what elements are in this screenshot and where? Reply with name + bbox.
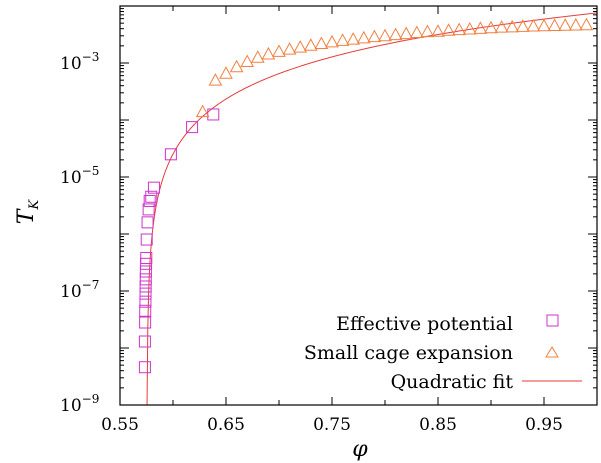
- small-cage-expansion-point: [314, 36, 329, 49]
- x-tick-label: 0.85: [419, 415, 457, 435]
- y-tick-label: 10−5: [60, 164, 99, 188]
- effective-potential-point: [186, 121, 199, 134]
- small-cage-expansion-point: [346, 32, 361, 45]
- small-cage-expansion-point: [388, 27, 403, 41]
- y-axis-label-main: T: [14, 207, 39, 224]
- small-cage-expansion-point: [399, 26, 414, 40]
- effective-potential-point: [145, 190, 158, 203]
- small-cage-expansion-point: [335, 33, 350, 46]
- small-cage-expansion-point: [219, 66, 233, 79]
- effective-potential-point: [140, 233, 153, 246]
- x-tick-label: 0.55: [101, 415, 139, 435]
- effective-potential-point: [140, 251, 153, 264]
- small-cage-expansion-point: [420, 24, 435, 38]
- effective-potential-point: [139, 280, 152, 293]
- y-tick-label: 10−3: [60, 50, 99, 74]
- points-layer: [138, 17, 594, 374]
- small-cage-expansion-point: [462, 21, 477, 35]
- y-tick-label-exponent: −3: [82, 50, 100, 64]
- y-tick-label-base: 10: [60, 54, 82, 74]
- small-cage-expansion-point: [579, 17, 594, 31]
- small-cage-expansion-point: [325, 34, 339, 48]
- small-cage-expansion-point: [261, 46, 276, 60]
- effective-potential-point: [139, 316, 152, 329]
- small-cage-expansion-point: [378, 28, 392, 42]
- y-tick-label-exponent: −7: [82, 278, 100, 292]
- legend-marker-triangle: [545, 346, 559, 358]
- effective-potential-point: [139, 295, 152, 308]
- small-cage-expansion-point: [431, 24, 445, 37]
- small-cage-expansion-point: [547, 18, 562, 31]
- small-cage-expansion-point: [515, 19, 530, 32]
- small-cage-expansion-point: [441, 23, 456, 36]
- x-tick-label: 0.95: [525, 415, 563, 435]
- small-cage-expansion-point: [505, 19, 520, 33]
- small-cage-expansion-point: [250, 50, 265, 63]
- effective-potential-point: [147, 181, 160, 194]
- small-cage-expansion-point: [537, 18, 551, 32]
- legend-label-effective-potential: Effective potential: [336, 313, 513, 335]
- y-tick-label-base: 10: [60, 396, 82, 416]
- small-cage-expansion-point: [484, 20, 498, 34]
- small-cage-expansion-point: [526, 18, 541, 32]
- small-cage-expansion-point: [494, 20, 509, 33]
- x-tick-label: 0.75: [313, 415, 351, 435]
- small-cage-expansion-point: [568, 17, 583, 31]
- y-axis-label-sub: K: [27, 199, 42, 211]
- small-cage-expansion-point: [272, 44, 286, 57]
- y-tick-label-base: 10: [60, 168, 82, 188]
- effective-potential-point: [139, 287, 152, 300]
- y-tick-label-base: 10: [60, 282, 82, 302]
- small-cage-expansion-point: [208, 73, 223, 86]
- effective-potential-point: [142, 203, 155, 216]
- small-cage-expansion-point: [282, 42, 297, 55]
- plot-frame: [119, 5, 598, 406]
- small-cage-expansion-point: [229, 59, 244, 73]
- effective-potential-point: [138, 335, 151, 348]
- small-cage-expansion-point: [356, 30, 371, 44]
- legend-label-small-cage-expansion: Small cage expansion: [304, 342, 513, 364]
- y-tick-label: 10−9: [60, 392, 99, 416]
- legend-marker-square: [546, 314, 559, 327]
- small-cage-expansion-point: [293, 40, 308, 53]
- x-axis-label: φ: [352, 437, 368, 462]
- small-cage-expansion-point: [409, 25, 424, 39]
- effective-potential-point: [139, 265, 152, 278]
- small-cage-expansion-point: [195, 104, 210, 118]
- y-tick-label-exponent: −5: [82, 164, 100, 178]
- small-cage-expansion-point: [240, 54, 255, 68]
- effective-potential-point: [143, 194, 156, 207]
- small-cage-expansion-point: [303, 38, 318, 51]
- x-tick-label: 0.65: [207, 415, 245, 435]
- effective-potential-point: [139, 273, 152, 286]
- y-tick-label-exponent: −9: [82, 392, 100, 406]
- effective-potential-point: [139, 304, 152, 317]
- effective-potential-point: [141, 216, 154, 229]
- legend-label-quadratic-fit: Quadratic fit: [391, 371, 514, 393]
- y-tick-label: 10−7: [60, 278, 99, 302]
- effective-potential-point: [164, 148, 177, 161]
- small-cage-expansion-point: [367, 29, 382, 43]
- effective-potential-point: [138, 361, 151, 374]
- y-axis-label: TK: [14, 199, 42, 225]
- small-cage-expansion-point: [558, 18, 573, 31]
- legend: Effective potential Small cage expansion…: [304, 313, 582, 393]
- small-cage-expansion-point: [473, 21, 488, 34]
- small-cage-expansion-point: [452, 22, 467, 36]
